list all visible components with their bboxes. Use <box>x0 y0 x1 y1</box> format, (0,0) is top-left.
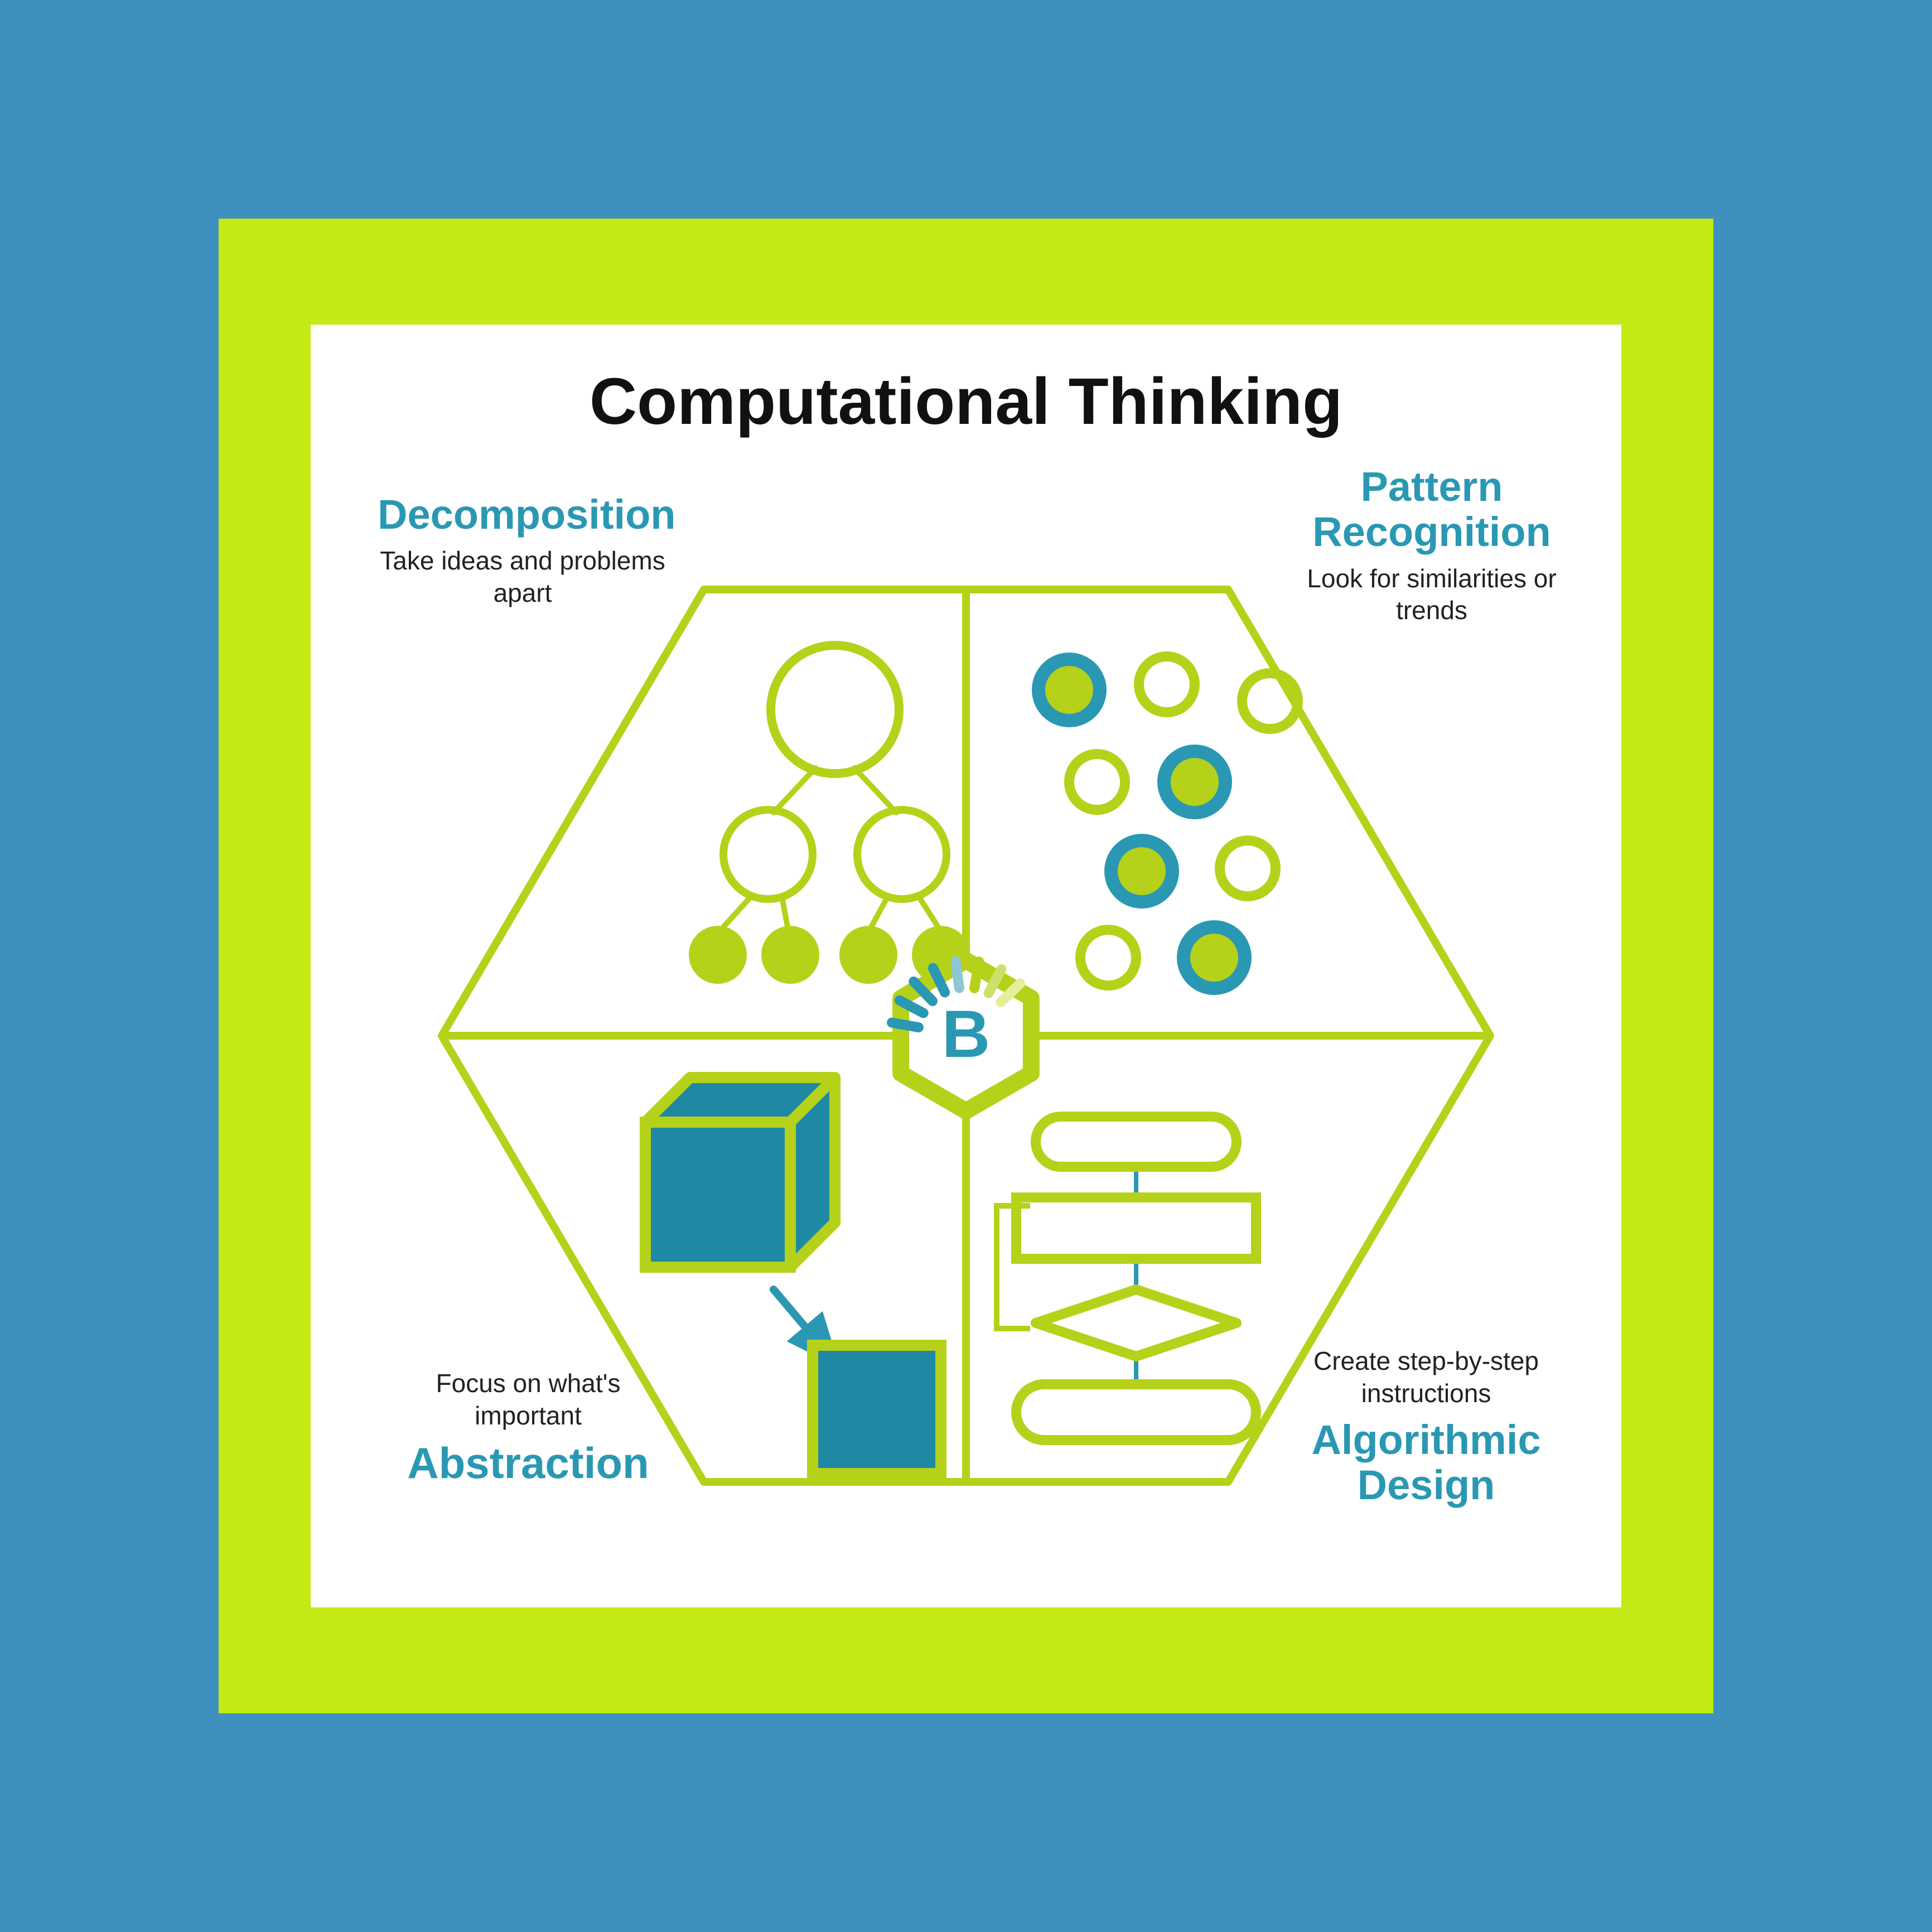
infographic-card: Computational Thinking Decomposition Tak… <box>311 325 1621 1607</box>
svg-text:B: B <box>942 997 991 1071</box>
hexagon-diagram: B <box>311 464 1621 1607</box>
inner-frame: Computational Thinking Decomposition Tak… <box>219 219 1713 1713</box>
outer-frame: Computational Thinking Decomposition Tak… <box>0 0 1932 1932</box>
main-title: Computational Thinking <box>590 364 1342 439</box>
